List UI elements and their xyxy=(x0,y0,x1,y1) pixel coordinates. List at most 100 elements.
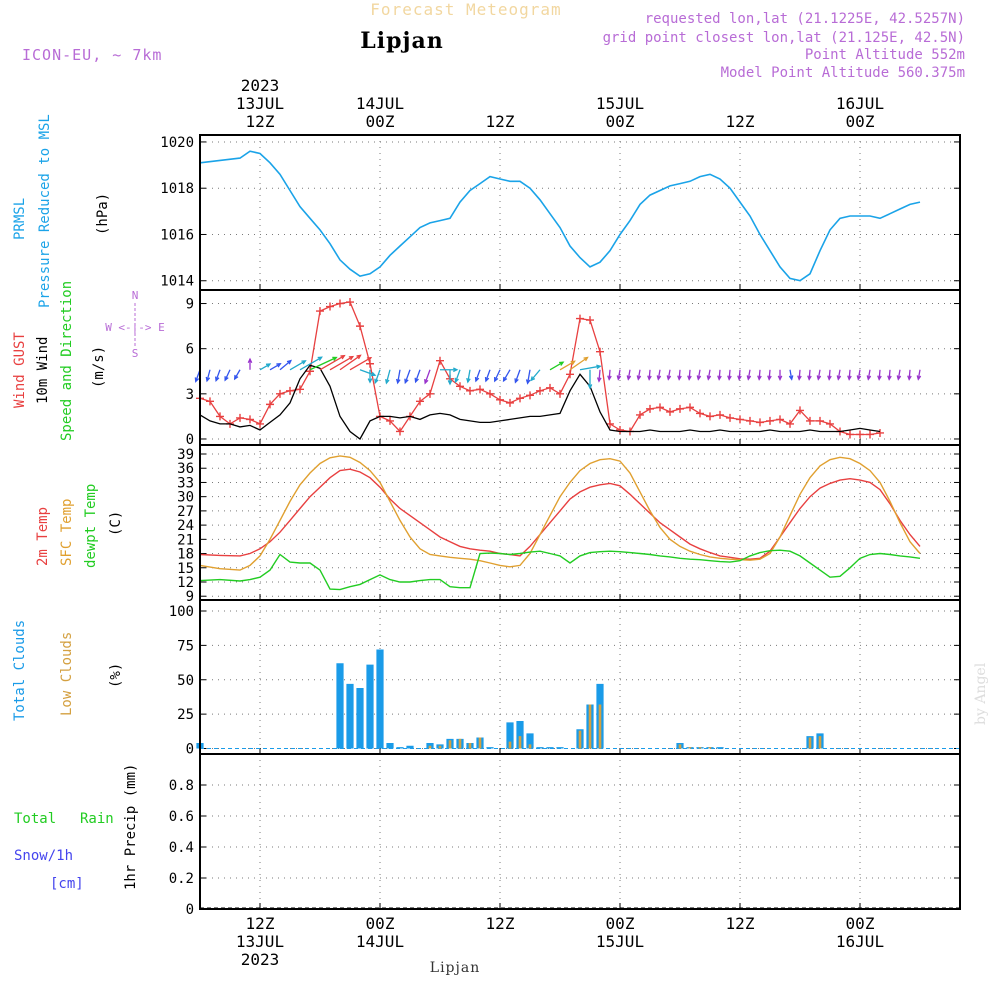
wind-arrow-head xyxy=(205,376,211,383)
wind-direction-arrow xyxy=(656,369,662,381)
location-title: Lipjan xyxy=(360,28,443,54)
wind-arrow-head xyxy=(484,376,490,383)
time-label-top: 00Z xyxy=(366,112,395,131)
wind-arrow-head xyxy=(666,375,672,381)
wind-arrow-shaft xyxy=(667,369,671,380)
time-label-top: 12Z xyxy=(486,112,515,131)
time-label-bottom: 15JUL xyxy=(596,932,644,951)
wind-direction-arrow xyxy=(205,369,211,383)
wind-direction-arrow xyxy=(626,369,632,381)
total-clouds-bar xyxy=(386,743,394,749)
wind-direction-arrow xyxy=(916,369,922,381)
wind-arrow-head xyxy=(887,375,892,381)
wind-direction-arrow xyxy=(616,369,622,381)
wind-arrow-head xyxy=(807,375,812,381)
y-tick-label: 39 xyxy=(177,447,194,463)
snow-label: Snow/1h xyxy=(14,848,73,864)
wind-arrow-shaft xyxy=(224,369,231,381)
wind-arrow-head xyxy=(559,361,565,366)
low-clouds-bar xyxy=(448,740,452,749)
gust-marker xyxy=(336,299,344,308)
wind-direction-arrow xyxy=(596,369,602,383)
gust-marker xyxy=(286,386,294,395)
y-tick-label: 15 xyxy=(177,561,194,577)
wind-arrow-head xyxy=(836,375,842,381)
wind-direction-arrow xyxy=(414,369,421,384)
wind-arrow-head xyxy=(494,376,499,383)
total-clouds-bar xyxy=(376,649,384,749)
wind-arrow-shaft xyxy=(718,369,721,380)
wind-direction-arrow xyxy=(259,363,272,371)
wind-direction-arrow xyxy=(907,369,912,381)
wind-arrow-head xyxy=(233,374,239,381)
wind-arrow-head xyxy=(453,367,459,373)
total-clouds-bar xyxy=(396,747,404,749)
wind-arrow-shaft xyxy=(359,369,376,376)
wind-arrow-head xyxy=(596,364,602,370)
wind-direction-arrow xyxy=(279,359,293,371)
wind-arrow-shaft xyxy=(385,369,391,384)
wind-direction-arrow xyxy=(447,369,453,386)
wind-arrow-shaft xyxy=(234,369,241,380)
wind-direction-arrow xyxy=(847,369,852,381)
wind-arrow-shaft xyxy=(728,369,731,380)
wind-arrow-shaft xyxy=(608,369,611,380)
wind-direction-arrow xyxy=(514,369,521,384)
gust-marker xyxy=(596,347,604,356)
time-label-bottom: 00Z xyxy=(846,914,875,933)
gust-marker xyxy=(326,302,334,311)
wind-arrow-shaft xyxy=(888,369,891,380)
wind-direction-arrow xyxy=(247,357,253,370)
y-tick-label: 30 xyxy=(177,490,194,506)
low-clouds-bar xyxy=(588,704,592,749)
gust-marker xyxy=(216,412,224,421)
wind-arrow-shaft xyxy=(569,356,588,371)
wind-direction-arrow xyxy=(827,369,832,381)
wind-direction-arrow xyxy=(788,369,794,381)
gust-marker xyxy=(546,383,554,392)
total-clouds-bar xyxy=(506,722,514,749)
gust-marker xyxy=(656,403,664,412)
y-tick-label: 0.6 xyxy=(169,809,194,825)
wind-arrow-shaft xyxy=(475,369,481,382)
wind-arrow-head xyxy=(367,378,373,384)
wind-direction-arrow xyxy=(289,360,307,371)
wind-arrow-head xyxy=(746,375,752,381)
panel-wind: 0 3 6 9 xyxy=(186,290,960,448)
wind-arrow-head xyxy=(727,375,732,381)
wind-direction-arrow xyxy=(836,369,842,381)
low-clouds-bar xyxy=(808,737,812,749)
wind-direction-arrow xyxy=(587,369,593,390)
wind-arrow-head xyxy=(587,384,593,390)
gust-marker xyxy=(306,367,314,376)
y-tick-label: 100 xyxy=(169,604,194,620)
y-tick-label: 3 xyxy=(186,387,194,403)
gust-marker xyxy=(556,389,564,398)
wind-direction-arrow xyxy=(349,356,373,371)
gust-marker xyxy=(676,404,684,413)
total-clouds-bar xyxy=(346,683,354,749)
wind-arrow-shaft xyxy=(798,369,801,380)
wind-direction-arrow xyxy=(887,369,892,381)
wind-arrow-head xyxy=(856,375,862,381)
wind-arrow-head xyxy=(797,375,802,381)
total-clouds-bar xyxy=(336,663,344,749)
time-label-top: 14JUL xyxy=(356,94,404,113)
wind-arrow-head xyxy=(647,375,652,381)
wind-direction-arrow xyxy=(856,369,862,381)
wind-arrow-head xyxy=(677,375,682,381)
gust-marker xyxy=(686,403,694,412)
total-clouds-bar xyxy=(546,747,554,749)
gust-marker xyxy=(786,419,794,428)
panel-frame xyxy=(199,753,961,910)
gust-marker xyxy=(666,407,674,416)
gust-marker xyxy=(796,406,804,415)
wind-arrow-head xyxy=(215,376,220,382)
gust-marker xyxy=(356,322,364,331)
gust-marker xyxy=(296,385,304,394)
wind-arrow-shaft xyxy=(857,369,861,380)
precip-axis-label: 1hr Precip (mm) xyxy=(123,764,139,890)
time-label-bottom: 2023 xyxy=(241,950,280,969)
wind-direction-arrow xyxy=(559,360,576,371)
